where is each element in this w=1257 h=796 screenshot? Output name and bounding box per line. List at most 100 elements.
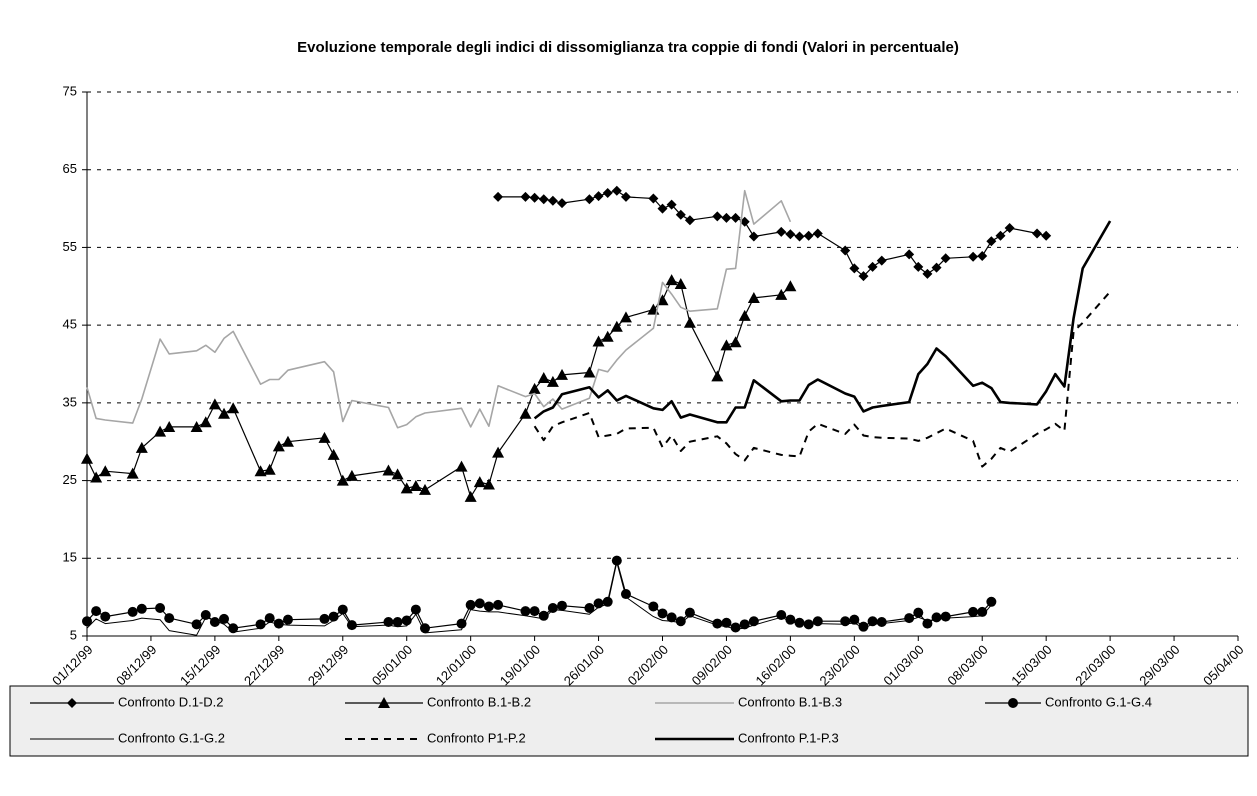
- point: [378, 697, 390, 708]
- point: [336, 474, 349, 486]
- point: [547, 603, 558, 614]
- point: [127, 606, 138, 617]
- point: [675, 209, 686, 220]
- point: [163, 420, 176, 432]
- series-line: [498, 190, 1047, 277]
- point: [218, 407, 231, 419]
- point: [657, 608, 668, 619]
- point: [674, 277, 687, 289]
- x-tick-label: 08/12/99: [113, 642, 159, 688]
- point: [849, 263, 860, 274]
- point: [400, 482, 413, 494]
- point: [155, 603, 166, 614]
- point: [228, 623, 239, 634]
- point: [931, 262, 942, 273]
- point: [100, 611, 111, 622]
- point: [684, 215, 695, 226]
- point: [337, 604, 348, 615]
- point: [264, 613, 275, 624]
- point: [721, 617, 732, 628]
- point: [519, 407, 532, 419]
- point: [711, 370, 724, 382]
- point: [547, 195, 558, 206]
- point: [684, 607, 695, 618]
- point: [482, 478, 495, 490]
- point: [584, 603, 595, 614]
- series-line: [86, 189, 792, 429]
- point: [546, 375, 559, 387]
- y-tick-label: 65: [63, 161, 77, 176]
- point: [593, 191, 604, 202]
- x-tick-label: 02/02/00: [625, 642, 671, 688]
- point: [382, 464, 395, 476]
- point: [611, 555, 622, 566]
- legend-label: Confronto P1-P.2: [427, 730, 526, 745]
- x-tick-label: 01/03/00: [880, 642, 926, 688]
- point: [319, 613, 330, 624]
- y-tick-label: 35: [63, 394, 77, 409]
- x-tick-label: 22/03/00: [1072, 642, 1118, 688]
- point: [520, 606, 531, 617]
- x-tick-label: 08/03/00: [944, 642, 990, 688]
- point: [922, 268, 933, 279]
- point: [968, 606, 979, 617]
- x-tick-label: 15/12/99: [177, 642, 223, 688]
- point: [345, 469, 358, 481]
- x-tick-label: 01/12/99: [49, 642, 95, 688]
- point: [154, 425, 167, 437]
- y-tick-label: 5: [70, 627, 77, 642]
- point: [931, 612, 942, 623]
- point: [208, 398, 221, 410]
- point: [611, 185, 622, 196]
- point: [812, 616, 823, 627]
- x-tick-label: 05/04/00: [1200, 642, 1246, 688]
- point: [712, 618, 723, 629]
- point: [90, 471, 103, 483]
- legend-label: Confronto D.1-D.2: [118, 694, 224, 709]
- y-tick-label: 45: [63, 317, 77, 332]
- x-tick-label: 29/12/99: [305, 642, 351, 688]
- point: [557, 600, 568, 611]
- x-tick-label: 12/01/00: [433, 642, 479, 688]
- x-tick-label: 29/03/00: [1136, 642, 1182, 688]
- point: [82, 616, 92, 627]
- point: [520, 191, 531, 202]
- point: [401, 615, 412, 626]
- point: [67, 698, 77, 708]
- point: [1041, 230, 1052, 241]
- point: [584, 194, 595, 205]
- x-tick-label: 09/02/00: [689, 642, 735, 688]
- point: [977, 606, 988, 617]
- point: [583, 366, 596, 378]
- point: [164, 613, 175, 624]
- point: [392, 617, 403, 628]
- point: [849, 614, 860, 625]
- point: [666, 612, 677, 623]
- y-tick-label: 25: [63, 472, 77, 487]
- x-tick-label: 19/01/00: [497, 642, 543, 688]
- point: [136, 603, 147, 614]
- point: [675, 616, 686, 627]
- series-line: [86, 561, 992, 636]
- point: [775, 288, 788, 300]
- point: [537, 371, 550, 383]
- point: [391, 468, 404, 480]
- point: [529, 606, 540, 617]
- point: [794, 617, 805, 628]
- series-line: [533, 220, 1112, 424]
- point: [419, 623, 430, 634]
- point: [620, 589, 631, 600]
- point: [219, 613, 230, 624]
- point: [272, 440, 285, 452]
- point: [922, 618, 933, 629]
- legend-box: [9, 685, 1249, 757]
- point: [730, 622, 741, 633]
- legend-label: Confronto P.1-P.3: [738, 730, 839, 745]
- chart-title: Evoluzione temporale degli indici di dis…: [297, 39, 959, 56]
- point: [977, 250, 988, 261]
- point: [784, 280, 797, 292]
- point: [620, 191, 631, 202]
- point: [610, 320, 623, 332]
- point: [867, 261, 878, 272]
